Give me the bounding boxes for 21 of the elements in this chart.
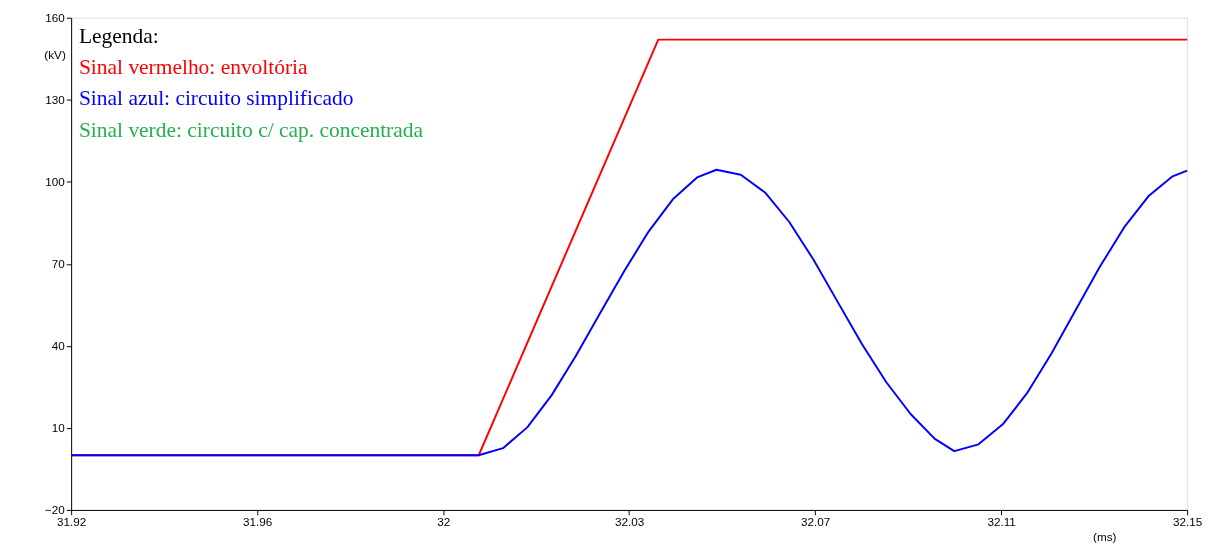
line-series — [70, 168, 1189, 457]
x-tick-label: 32.03 — [615, 515, 645, 529]
y-tick-label: 10 — [51, 421, 66, 435]
text: Sinal azul: circuito simplificado — [78, 86, 354, 111]
legend-title: Legenda: — [78, 24, 159, 49]
y-tick-label: 40 — [51, 339, 66, 353]
x-tick-label: 32.11 — [987, 515, 1016, 529]
x-tick-label: 31.96 — [243, 515, 273, 529]
y-tick-label: 130 — [45, 93, 66, 107]
y-tick-label: −20 — [44, 503, 66, 517]
text: Sinal vermelho: envoltória — [78, 55, 309, 80]
x-axis-title: (ms) — [1093, 529, 1117, 543]
y-tick-label: 100 — [45, 175, 66, 189]
x-tick-label: 32 — [437, 515, 451, 529]
y-axis-title: (kV) — [44, 48, 66, 62]
x-tick-label: 32.15 — [1173, 515, 1203, 529]
legend-label: Sinal verde: circuito c/ cap. concentrada — [78, 117, 424, 142]
x-tick-label: 31.92 — [57, 515, 87, 529]
x-tick-label: 32.07 — [801, 515, 831, 529]
y-tick-label: 160 — [45, 11, 66, 25]
y-tick-label: 70 — [51, 257, 66, 271]
